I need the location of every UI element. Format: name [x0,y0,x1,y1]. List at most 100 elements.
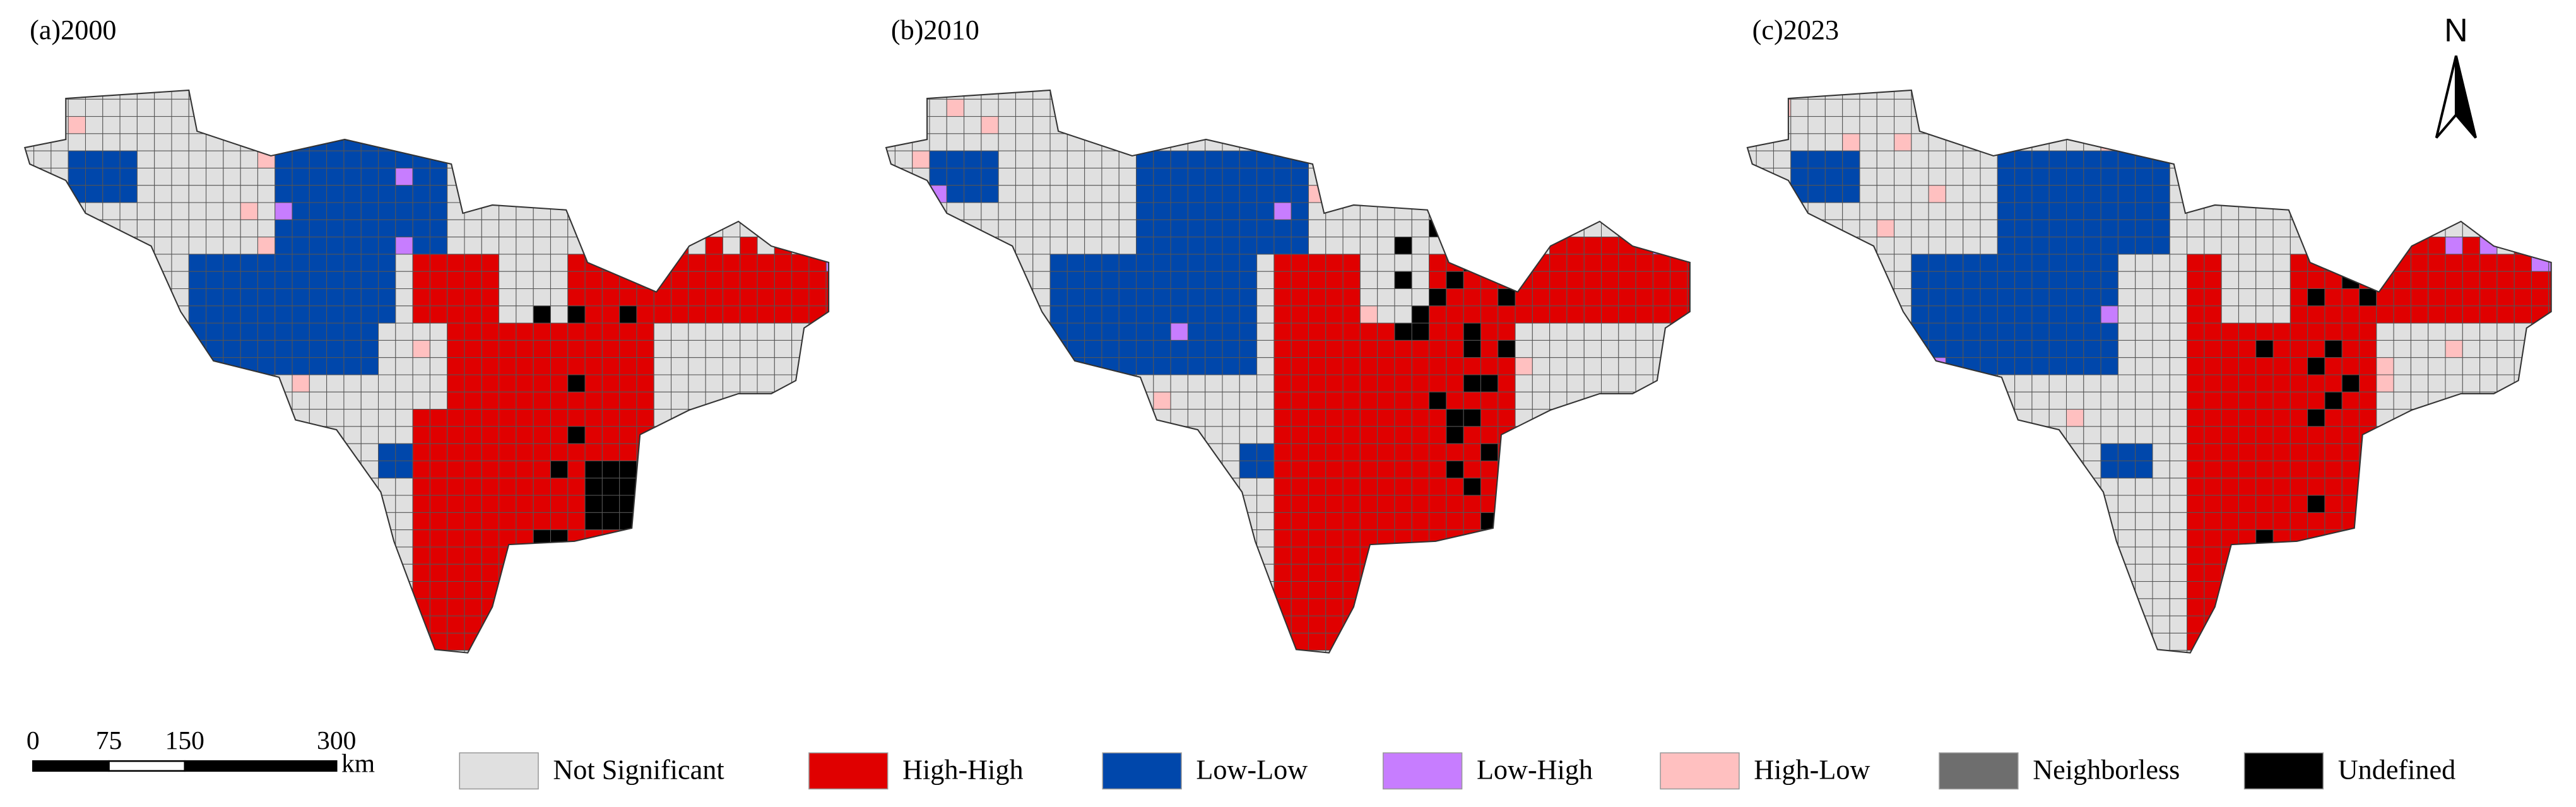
map-cell [1515,90,1533,100]
map-cell [2341,98,2360,117]
map-cell [2187,305,2205,324]
map-cell [2135,288,2153,307]
map-cell [1549,254,1568,272]
map-cell [240,409,258,427]
map-cell [481,219,500,238]
map-cell [2289,512,2308,531]
map-cell [188,271,207,290]
map-cell [653,495,672,513]
map-cell [378,409,396,427]
map-cell [2238,90,2257,100]
map-cell [1997,271,2016,290]
map-cell [1876,90,1895,100]
map-cell [636,495,654,513]
map-cell [550,546,569,565]
map-cell [102,563,121,582]
map-cell [33,563,52,582]
map-cell [1687,391,1690,410]
map-cell [1222,322,1240,341]
map-cell [722,598,741,616]
map-cell [1084,116,1102,134]
map-cell [1842,495,1860,513]
map-cell [1747,512,1757,531]
map-cell [636,409,654,427]
map-cell [2083,598,2101,616]
map-cell [584,150,603,168]
map-cell [206,495,224,513]
map-cell [946,322,965,341]
map-cell [464,546,482,565]
map-cell [1945,237,1964,255]
map-cell [481,512,500,531]
map-cell [395,185,413,203]
map-cell [1480,512,1499,531]
map-cell [1945,90,1964,100]
map-cell [1928,650,1946,653]
map-cell [360,650,379,653]
map-cell [1859,305,1877,324]
map-cell [2255,339,2274,358]
map-cell [2307,219,2325,238]
map-cell [2169,581,2188,599]
map-cell [1084,546,1102,565]
map-cell [1239,254,1258,272]
map-cell [705,339,723,358]
map-cell [206,339,224,358]
map-cell [671,632,689,651]
map-cell [1170,202,1188,220]
map-cell [412,632,430,651]
map-cell [1066,615,1085,633]
map-cell [2324,322,2343,341]
map-cell [2514,598,2532,616]
map-cell [808,460,827,479]
map-cell [1187,202,1206,220]
map-cell [1032,409,1051,427]
map-cell [25,288,35,307]
map-cell [1325,598,1344,616]
map-cell [2221,632,2239,651]
map-cell [33,98,52,117]
map-cell [343,357,362,375]
map-cell [25,185,35,203]
map-cell [1377,391,1395,410]
map-cell [2221,339,2239,358]
map-cell [722,202,741,220]
map-cell [2031,460,2050,479]
map-cell [2187,254,2205,272]
map-cell [671,254,689,272]
map-cell [2048,632,2067,651]
map-cell [1876,305,1895,324]
map-cell [1807,546,1826,565]
map-cell [636,598,654,616]
map-cell [1256,546,1275,565]
map-cell [2238,650,2257,653]
map-cell [1928,460,1946,479]
map-cell [1549,133,1568,151]
map-cell [1498,632,1516,651]
map-cell [1583,426,1602,444]
map-cell [2514,237,2532,255]
map-cell [1997,443,2016,462]
map-cell [1876,495,1895,513]
map-cell [1566,650,1585,653]
map-cell [1118,133,1137,151]
map-cell [1652,546,1671,565]
map-cell [705,529,723,548]
map-cell [1532,271,1551,290]
map-cell [2065,219,2084,238]
map-cell [1566,581,1585,599]
map-cell [2341,116,2360,134]
map-cell [223,98,241,117]
map-cell [1325,322,1344,341]
map-cell [886,167,895,186]
map-cell [1980,495,1998,513]
map-cell [1549,322,1568,341]
map-cell [1670,116,1688,134]
map-cell [378,443,396,462]
map-cell [1205,478,1223,496]
map-cell [636,460,654,479]
map-cell [808,426,827,444]
map-cell [1136,339,1154,358]
map-cell [1756,426,1774,444]
map-cell [1747,150,1757,168]
